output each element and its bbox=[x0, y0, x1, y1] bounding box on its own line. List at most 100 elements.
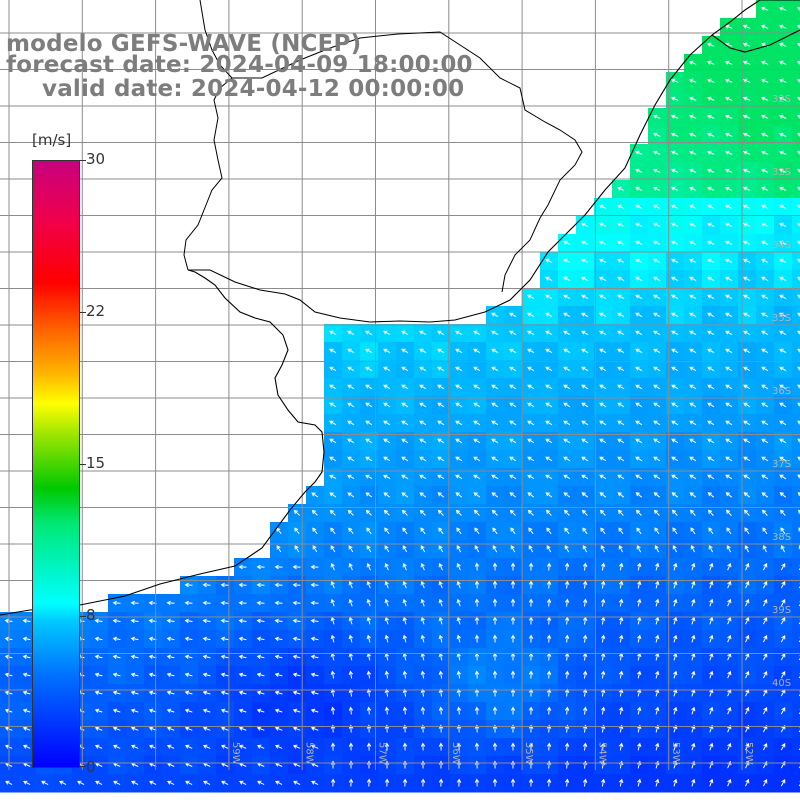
wind-arrow bbox=[347, 420, 355, 426]
wind-arrow bbox=[329, 420, 337, 426]
wind-arrow bbox=[564, 545, 570, 553]
wind-arrow bbox=[670, 96, 679, 101]
wind-arrow bbox=[655, 742, 660, 751]
wind-arrow bbox=[779, 294, 787, 300]
wind-arrow bbox=[761, 348, 769, 354]
wind-arrow bbox=[366, 598, 371, 607]
wind-arrow bbox=[474, 670, 480, 679]
wind-arrow bbox=[383, 366, 391, 372]
wind-arrow bbox=[779, 258, 787, 264]
wind-arrow bbox=[528, 598, 534, 607]
wind-arrow bbox=[745, 562, 750, 571]
wind-arrow bbox=[330, 778, 336, 787]
wind-arrow bbox=[438, 527, 444, 535]
wind-arrow bbox=[510, 580, 516, 589]
wind-arrow bbox=[707, 186, 715, 192]
wind-arrow bbox=[796, 150, 800, 155]
wind-arrow bbox=[437, 438, 445, 444]
wind-arrow bbox=[725, 420, 733, 426]
wind-arrow bbox=[779, 438, 787, 444]
wind-arrow bbox=[402, 742, 408, 751]
wind-arrow bbox=[492, 545, 498, 553]
wind-arrow bbox=[310, 708, 319, 713]
wind-arrow bbox=[203, 780, 211, 786]
wind-arrow bbox=[348, 742, 354, 751]
wind-arrow bbox=[220, 672, 229, 677]
wind-arrow bbox=[725, 402, 733, 408]
wind-arrow bbox=[238, 708, 247, 713]
wind-arrow bbox=[184, 726, 193, 731]
wind-arrow bbox=[655, 580, 660, 589]
wind-arrow bbox=[402, 706, 408, 715]
wind-arrow bbox=[383, 420, 391, 426]
wind-arrow bbox=[492, 670, 498, 679]
wind-arrow bbox=[256, 618, 265, 624]
wind-arrow bbox=[581, 366, 589, 372]
wind-arrow bbox=[384, 670, 390, 679]
wind-cell bbox=[792, 630, 800, 649]
wind-cell bbox=[792, 198, 800, 217]
wind-arrow bbox=[473, 366, 481, 372]
wind-arrow bbox=[673, 778, 678, 787]
wind-arrow bbox=[292, 672, 301, 677]
wind-arrow bbox=[599, 509, 606, 516]
wind-arrow bbox=[202, 636, 211, 642]
wind-arrow bbox=[707, 258, 715, 264]
wind-arrow bbox=[310, 654, 319, 660]
wind-arrow bbox=[779, 456, 787, 462]
wind-arrow bbox=[761, 456, 769, 462]
wind-arrow bbox=[456, 670, 462, 679]
wind-arrow bbox=[292, 690, 301, 695]
wind-arrow bbox=[563, 294, 571, 300]
wind-arrow bbox=[670, 114, 679, 119]
wind-arrow bbox=[743, 438, 751, 444]
wind-arrow bbox=[618, 562, 624, 571]
wind-cell bbox=[792, 468, 800, 487]
wind-arrow bbox=[402, 598, 407, 607]
wind-arrow bbox=[743, 330, 751, 336]
wind-arrow bbox=[581, 312, 589, 318]
wind-arrow bbox=[671, 348, 679, 354]
wind-arrow bbox=[420, 742, 426, 751]
wind-arrow bbox=[761, 402, 769, 408]
wind-arrow bbox=[527, 456, 535, 462]
wind-arrow bbox=[564, 706, 570, 715]
wind-arrow bbox=[745, 778, 750, 787]
wind-arrow bbox=[274, 726, 283, 731]
wind-arrow bbox=[780, 617, 786, 625]
wind-arrow bbox=[691, 778, 696, 787]
wind-arrow bbox=[635, 276, 643, 282]
wind-arrow bbox=[312, 527, 318, 535]
wind-arrow bbox=[166, 600, 175, 606]
wind-arrow bbox=[294, 527, 300, 535]
wind-arrow bbox=[438, 598, 443, 607]
wind-arrow bbox=[761, 276, 769, 282]
wind-arrow bbox=[509, 420, 517, 426]
wind-arrow bbox=[582, 670, 588, 679]
wind-arrow bbox=[689, 474, 697, 480]
wind-arrow bbox=[761, 258, 769, 264]
wind-arrow bbox=[438, 778, 444, 787]
wind-arrow bbox=[691, 580, 696, 589]
wind-arrow bbox=[653, 276, 661, 282]
wind-arrow bbox=[384, 778, 390, 787]
wind-arrow bbox=[527, 348, 535, 354]
wind-arrow bbox=[347, 492, 355, 498]
wind-arrow bbox=[670, 78, 679, 83]
wind-arrow bbox=[112, 654, 121, 660]
wind-arrow bbox=[798, 509, 800, 514]
wind-arrow bbox=[582, 778, 588, 787]
wind-arrow bbox=[743, 168, 751, 173]
wind-arrow bbox=[94, 744, 103, 749]
wind-arrow bbox=[671, 294, 679, 300]
wind-arrow bbox=[563, 474, 571, 480]
wind-arrow bbox=[492, 580, 498, 589]
wind-arrow bbox=[420, 598, 425, 607]
wind-arrow bbox=[689, 258, 697, 264]
wind-arrow bbox=[383, 456, 391, 462]
wind-arrow bbox=[727, 598, 732, 607]
wind-arrow bbox=[581, 294, 589, 300]
wind-arrow bbox=[545, 492, 553, 498]
wind-arrow bbox=[760, 114, 769, 119]
wind-arrow bbox=[22, 726, 31, 731]
